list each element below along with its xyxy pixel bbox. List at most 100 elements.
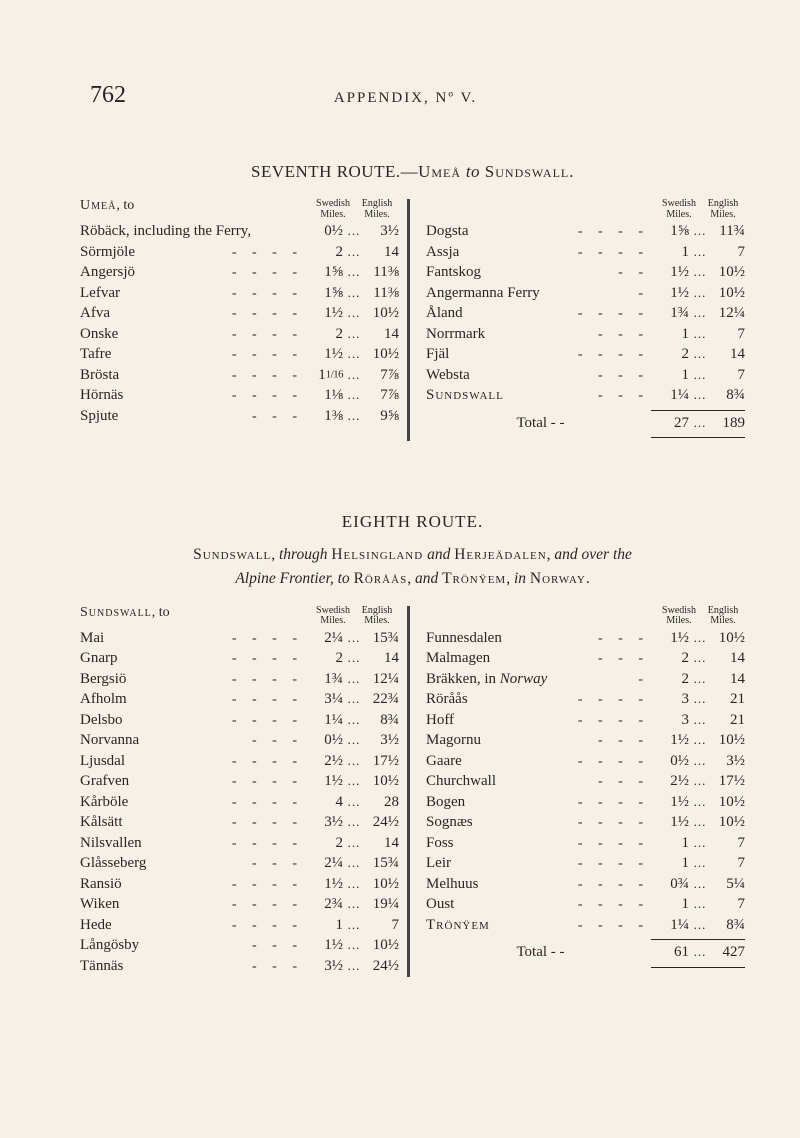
place-name: Ljusdal: [80, 752, 125, 772]
table-row: Tännäs- - -3½...24½: [80, 957, 399, 977]
english-miles: 8¾: [711, 386, 745, 406]
place-name: Bergsiö: [80, 670, 126, 690]
swedish-miles: 1½: [655, 263, 689, 283]
leader-dashes: - - - -: [135, 264, 309, 282]
swedish-miles: 1: [655, 243, 689, 263]
dots-separator: ...: [689, 367, 711, 384]
leader-dashes: - - - -: [490, 917, 655, 935]
place-name: Funnesdalen: [426, 629, 502, 649]
table-row: Melhuus- - - -0¾...5¼: [426, 875, 745, 895]
table-row: Foss- - - -1...7: [426, 834, 745, 854]
dots-separator: ...: [689, 305, 711, 322]
dots-separator: ...: [689, 326, 711, 343]
english-miles: 10½: [365, 345, 399, 365]
total-rule-bottom: [651, 967, 745, 968]
english-miles: 3½: [365, 222, 399, 242]
swedish-miles-head: SwedishMiles.: [657, 606, 701, 627]
swedish-miles: 11/16: [309, 366, 343, 386]
dots-separator: ...: [689, 855, 711, 872]
dots-separator: ...: [343, 691, 365, 708]
total-swedish: 61: [655, 943, 689, 963]
swedish-miles: 2½: [309, 752, 343, 772]
swedish-miles: 3½: [309, 813, 343, 833]
english-miles: 3½: [711, 752, 745, 772]
leader-dashes: - - - -: [127, 691, 309, 709]
table-row: Sognæs- - - -1½...10½: [426, 813, 745, 833]
place-name: Lefvar: [80, 284, 120, 304]
swedish-miles: 1½: [655, 284, 689, 304]
eighth-route-subtitle: Sundswall, through Helsingland and Herje…: [100, 543, 725, 590]
english-miles: 21: [711, 690, 745, 710]
english-miles: 28: [365, 793, 399, 813]
place-name: Sognæs: [426, 813, 473, 833]
eighth-left-rows: Mai- - - -2¼...15¾Gnarp- - - -2...14Berg…: [80, 629, 399, 977]
swedish-miles: 2: [655, 670, 689, 690]
swedish-miles: 3: [655, 711, 689, 731]
table-row: Grafven- - - -1½...10½: [80, 772, 399, 792]
leader-dashes: - - - -: [119, 896, 309, 914]
leader-dashes: - - - -: [122, 876, 309, 894]
english-miles: 10½: [365, 936, 399, 956]
seventh-left-column: Umeå, to SwedishMiles. EnglishMiles. Röb…: [80, 199, 405, 441]
leader-dashes: - - -: [139, 937, 309, 955]
dots-separator: ...: [343, 408, 365, 425]
dots-separator: ...: [689, 346, 711, 363]
dots-separator: ...: [343, 712, 365, 729]
leader-dashes: - - -: [123, 958, 309, 976]
place-name: Bogen: [426, 793, 465, 813]
place-name: Bräkken, in Norway: [426, 670, 547, 690]
seventh-route-table: Umeå, to SwedishMiles. EnglishMiles. Röb…: [80, 199, 745, 441]
table-row: Sörmjöle- - - -2...14: [80, 243, 399, 263]
place-name: Gnarp: [80, 649, 118, 669]
table-row: Nilsvallen- - - -2...14: [80, 834, 399, 854]
leader-dashes: - - -: [496, 773, 655, 791]
place-name: Norrmark: [426, 325, 485, 345]
leader-dashes: - - -: [470, 367, 655, 385]
total-english: 189: [711, 414, 745, 434]
seventh-total-row: Total - - 27 ... 189: [426, 414, 745, 434]
table-row: Lefvar- - - -1⅝...11⅜: [80, 284, 399, 304]
dots-separator: ...: [343, 937, 365, 954]
dots-separator: ...: [343, 732, 365, 749]
leader-dashes: - - -: [490, 650, 655, 668]
english-miles: 14: [711, 345, 745, 365]
place-name: Spjute: [80, 407, 118, 427]
swedish-miles: 2: [309, 649, 343, 669]
place-name: Röbäck, including the Ferry,: [80, 222, 251, 242]
swedish-miles: 2¾: [309, 895, 343, 915]
english-miles: 14: [711, 649, 745, 669]
english-miles: 7: [711, 895, 745, 915]
dots-separator: ...: [689, 876, 711, 893]
leader-dashes: - - - -: [465, 794, 655, 812]
english-miles-head: EnglishMiles.: [701, 199, 745, 220]
dots-separator: ...: [343, 650, 365, 667]
table-row: Kålsätt- - - -3½...24½: [80, 813, 399, 833]
table-row: Röbäck, including the Ferry,0½...3½: [80, 222, 399, 242]
total-rule: [651, 939, 745, 940]
mile-header-left: Umeå, to SwedishMiles. EnglishMiles.: [80, 199, 399, 220]
english-miles: 14: [365, 834, 399, 854]
leader-dashes: - - -: [502, 630, 655, 648]
place-name: Kårböle: [80, 793, 128, 813]
page-number: 762: [90, 80, 126, 111]
leader-dashes: - - -: [139, 732, 309, 750]
dots-separator: ...: [689, 794, 711, 811]
total-label: Total - -: [426, 943, 655, 963]
place-name: Melhuus: [426, 875, 479, 895]
dots-separator: ...: [689, 814, 711, 831]
english-miles-head: EnglishMiles.: [701, 606, 745, 627]
place-name: Röråås: [426, 690, 468, 710]
dots-separator: ...: [343, 958, 365, 975]
swedish-miles: 1½: [655, 813, 689, 833]
table-row: Kårböle- - - -4...28: [80, 793, 399, 813]
leader-dashes: - - - -: [119, 367, 309, 385]
dots-separator: ...: [343, 346, 365, 363]
dots-separator: ...: [689, 244, 711, 261]
english-miles: 10½: [365, 875, 399, 895]
english-miles: 9⅝: [365, 407, 399, 427]
page-header: 762 APPENDIX, Nº V.: [80, 80, 745, 111]
swedish-miles: 2¼: [309, 629, 343, 649]
dots-separator: ...: [689, 223, 711, 240]
place-name: Hörnäs: [80, 386, 123, 406]
dots-separator: ...: [343, 285, 365, 302]
